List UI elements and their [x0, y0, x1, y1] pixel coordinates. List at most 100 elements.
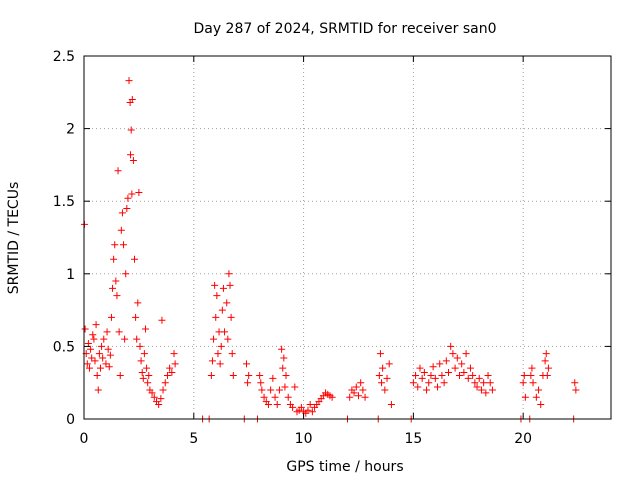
data-point [291, 383, 299, 391]
data-point [308, 408, 316, 416]
data-point [442, 357, 450, 365]
data-point [85, 364, 93, 372]
data-point [137, 357, 145, 365]
data-point [223, 299, 231, 307]
data-point [84, 339, 92, 347]
data-point [91, 357, 99, 365]
data-point [473, 383, 481, 391]
data-point [289, 403, 297, 411]
data-point [378, 379, 386, 387]
data-point [385, 360, 393, 368]
data-point [256, 371, 264, 379]
data-point [244, 379, 252, 387]
data-point [529, 379, 537, 387]
data-point [352, 383, 360, 391]
data-point [427, 371, 435, 379]
data-point [96, 364, 104, 372]
data-point [122, 270, 130, 278]
data-point [451, 364, 459, 372]
data-point [379, 364, 387, 372]
data-point [544, 364, 552, 372]
y-tick-label: 1.5 [53, 194, 75, 210]
data-point [275, 386, 283, 394]
data-point [346, 393, 354, 401]
data-point [95, 350, 103, 358]
data-point [264, 400, 272, 408]
data-point [88, 354, 96, 362]
data-point [571, 379, 579, 387]
data-point [109, 284, 117, 292]
data-point [212, 313, 220, 321]
data-point [436, 360, 444, 368]
data-point [242, 360, 250, 368]
data-point [81, 325, 89, 333]
chart-title: Day 287 of 2024, SRMTID for receiver san… [193, 21, 496, 37]
data-point [140, 350, 148, 358]
data-point [143, 364, 151, 372]
data-point [103, 328, 111, 336]
data-point [129, 157, 137, 165]
data-point [359, 386, 367, 394]
data-point [279, 364, 287, 372]
data-point [361, 393, 369, 401]
data-point [216, 360, 224, 368]
data-point [127, 126, 135, 134]
data-point [429, 363, 437, 371]
data-point [440, 379, 448, 387]
data-point [148, 389, 156, 397]
data-point [469, 371, 477, 379]
data-point [416, 364, 424, 372]
data-point [423, 386, 431, 394]
data-point [208, 357, 216, 365]
data-point [464, 374, 472, 382]
data-point [258, 386, 266, 394]
data-point [150, 393, 158, 401]
data-point [375, 371, 383, 379]
data-point [420, 369, 428, 377]
data-point [106, 351, 114, 359]
data-point [521, 393, 529, 401]
data-point [93, 371, 101, 379]
data-point [484, 371, 492, 379]
data-point [127, 151, 135, 159]
data-point [114, 167, 122, 175]
data-point [133, 335, 141, 343]
data-point [381, 386, 389, 394]
data-point [166, 364, 174, 372]
data-point [161, 379, 169, 387]
data-point [155, 400, 163, 408]
data-point [527, 371, 535, 379]
data-point [168, 369, 176, 377]
data-point [228, 350, 236, 358]
data-point [520, 371, 528, 379]
y-axis-label: SRMTID / TECUs [6, 182, 22, 295]
data-point [136, 342, 144, 350]
y-tick-label: 1 [66, 267, 75, 283]
data-point [542, 350, 550, 358]
y-tick-label: 2.5 [53, 49, 75, 65]
data-point [486, 379, 494, 387]
data-point [117, 226, 125, 234]
data-point [211, 281, 219, 289]
data-point [158, 316, 166, 324]
data-point [453, 354, 461, 362]
data-point [376, 350, 384, 358]
grid-lines [84, 56, 611, 419]
data-point [449, 350, 457, 358]
data-point [213, 292, 221, 300]
data-point [217, 342, 225, 350]
x-tick-label: 5 [189, 431, 198, 447]
data-point [462, 350, 470, 358]
data-point [273, 400, 281, 408]
data-point [138, 369, 146, 377]
data-point [267, 386, 275, 394]
data-point [445, 369, 453, 377]
data-point [418, 374, 426, 382]
data-point [144, 379, 152, 387]
data-point [414, 383, 422, 391]
data-point [100, 335, 108, 343]
data-point [328, 393, 336, 401]
data-point [458, 360, 466, 368]
data-point [113, 292, 121, 300]
